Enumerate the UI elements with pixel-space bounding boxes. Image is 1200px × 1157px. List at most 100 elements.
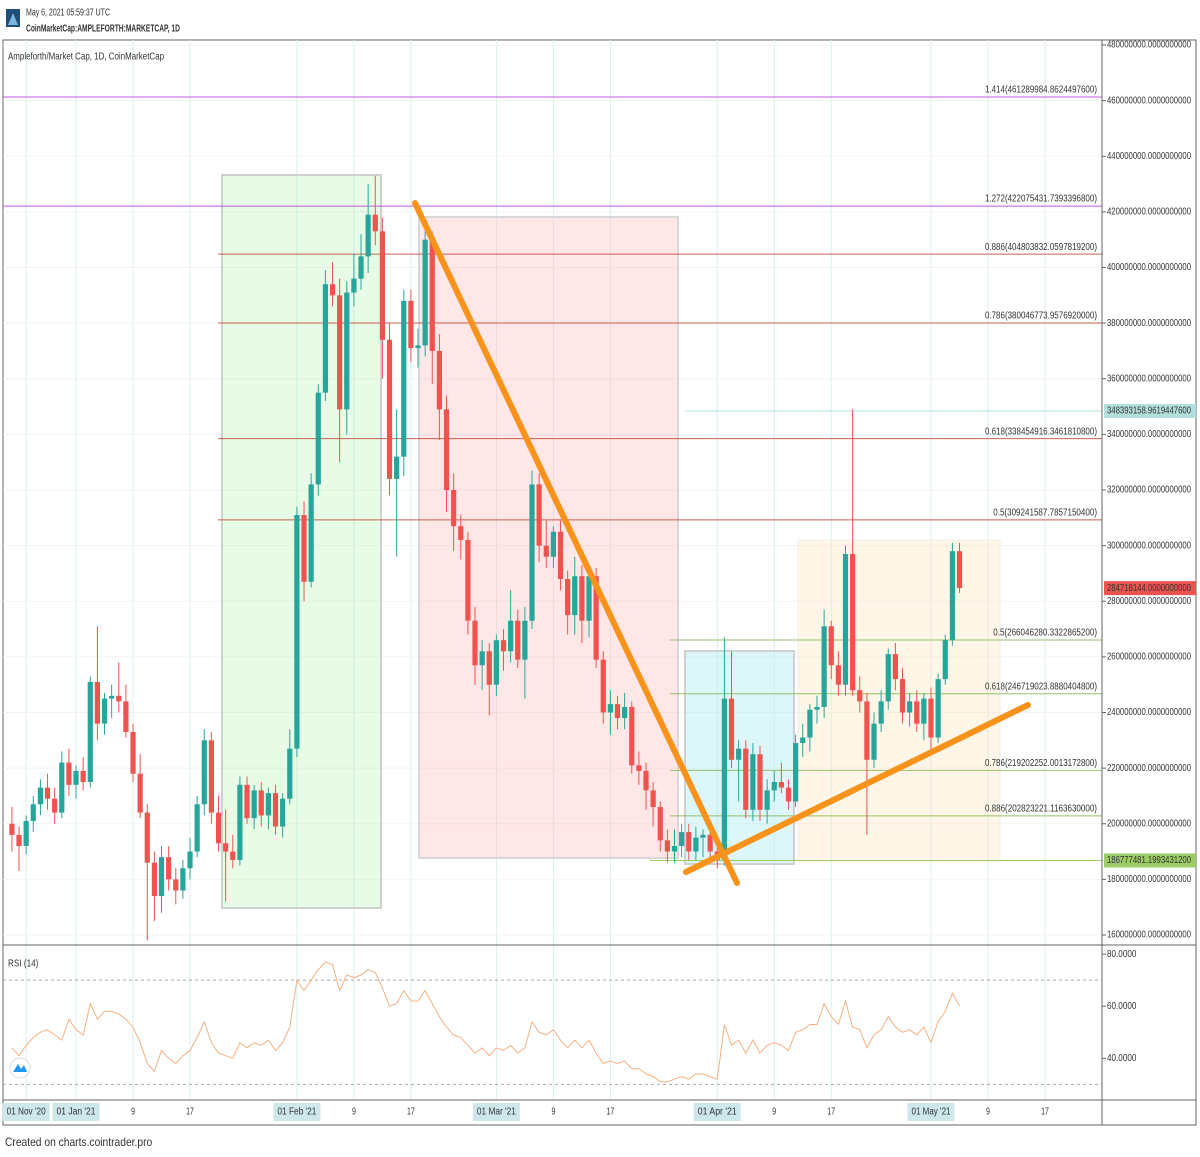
candle-body [835,665,841,685]
candle-body [465,540,471,621]
x-tick-highlight [907,1103,955,1121]
candle-body [607,704,613,713]
candle-body [251,790,257,819]
trendlines [412,200,1031,886]
candle-body [700,834,706,838]
y-tick-label: 340000000.0000000000 [1107,429,1191,440]
y-tick-label: 440000000.0000000000 [1107,151,1191,162]
x-tick-label: 17 [186,1107,194,1118]
candle-body [693,837,699,852]
candle-body [736,748,742,760]
candle-body [144,812,150,863]
candle-body [215,812,222,844]
candle-body [372,214,378,232]
y-tick-label: 60.0000 [1107,1001,1137,1012]
x-tick-highlight [2,1103,50,1121]
candle-body [80,770,86,783]
candle-body [686,832,692,852]
candle-body [764,790,770,810]
logo [6,9,20,27]
candle-body [415,345,421,349]
candle-body [37,787,44,805]
y-tick-label: 460000000.0000000000 [1107,95,1191,106]
x-tick-label: 9 [131,1107,135,1118]
y-tick-label: 400000000.0000000000 [1107,262,1191,273]
candle-body [600,659,606,713]
y-tick-label: 80.0000 [1107,949,1137,960]
candle-body [322,284,328,393]
x-tick-label: 9 [551,1107,555,1118]
y-tick-label: 220000000.0000000000 [1107,763,1191,774]
x-tick-highlight [472,1103,520,1121]
fib-label: 0.786(219202252.0013172800) [985,758,1097,769]
symbol: CoinMarketCap:AMPLEFORTH:MARKETCAP, 1D [26,24,180,35]
candle-body [614,704,621,719]
candle-body [828,626,834,666]
y-tick-label: 260000000.0000000000 [1107,652,1191,663]
levels: 1.414(461289984.8624497600) 1.272(4220754… [3,85,1102,862]
fib-label: 0.618(246719023.8880404800) [985,681,1097,692]
candle-body [593,576,599,660]
candle-body [557,531,564,579]
candle-body [180,868,186,891]
candle-body [807,709,813,738]
candle-body [928,698,934,738]
y-tick-label: 480000000.0000000000 [1107,40,1191,51]
candle-body [921,698,927,724]
candle-body [493,640,499,685]
x-tick-label: 9 [352,1107,356,1118]
candle-body [329,284,336,296]
fib-label: 0.786(380046773.9576920000) [985,311,1097,322]
candle-body [337,295,343,410]
rsi-title: RSI (14) [8,959,38,970]
candle-body [301,515,307,582]
candle-body [956,551,963,589]
candle-body [479,651,485,666]
candle-body [173,879,179,891]
candle-body [308,484,314,582]
candle-body [401,300,407,457]
x-tick-highlight [273,1103,321,1121]
candle-body [629,706,635,766]
candle-body [543,545,549,557]
y-tick-label: 300000000.0000000000 [1107,540,1191,551]
candle-body [821,626,827,707]
candle-body [800,737,806,744]
logo-mark [8,13,18,25]
rsi-line [11,961,960,1083]
candle-body [458,526,464,541]
candle-body [151,862,158,897]
fib-label: 1.272(422075431.7393396800) [985,194,1097,205]
fib-label: 1.414(461289984.8624497600) [985,85,1097,96]
candle-body [258,790,264,816]
candle-body [351,278,357,293]
x-tick-label: 17 [407,1107,415,1118]
candle-body [785,787,792,802]
candle-body [30,804,36,821]
candle-body [679,832,685,846]
fib-label: 0.5(309241587.7857150400) [993,508,1097,519]
marks [3,175,1102,1085]
candle-body [522,620,528,660]
candle-body [778,782,784,788]
candle-body [907,701,913,713]
price-label: 186777481.1993431200 [1107,855,1191,866]
candle-body [579,576,585,621]
tv-logo-mark [13,1064,27,1072]
tv-logo [9,1057,31,1079]
candle-body [451,489,457,527]
candle-body [529,484,535,621]
x-tick-highlight [693,1103,741,1121]
candle-body [73,770,79,785]
candle-body [842,553,849,685]
candle-body [871,723,877,760]
candle-body [500,640,507,652]
x-tick-label: 01 Jan '21 [57,1107,96,1118]
candle-body [622,706,628,719]
candle-body [899,679,906,713]
candle-body [743,748,749,810]
price-label-bg [1104,581,1196,596]
x-tick-label: 01 Apr '21 [698,1107,737,1118]
candle-body [793,743,799,802]
candle-body [536,484,542,546]
